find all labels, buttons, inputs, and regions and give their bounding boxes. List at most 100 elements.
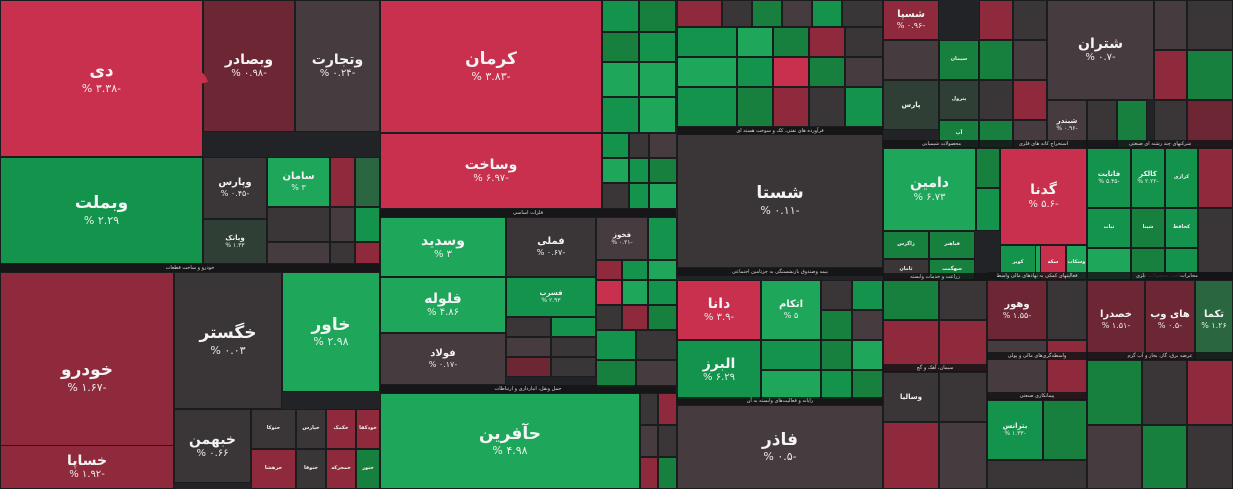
stock-tile-unlabeled[interactable] xyxy=(658,393,677,425)
stock-tile-unlabeled[interactable] xyxy=(355,157,380,207)
stock-tile-unlabeled[interactable] xyxy=(809,27,845,57)
stock-tile-unlabeled[interactable] xyxy=(1013,40,1047,80)
stock-tile-unlabeled[interactable] xyxy=(596,330,636,360)
stock-tile[interactable]: فملی -۰.۶۷ % xyxy=(506,217,596,277)
stock-tile[interactable]: فخوز -۰.۲۱ % xyxy=(596,217,648,260)
stock-tile-unlabeled[interactable] xyxy=(551,317,596,337)
stock-tile-unlabeled[interactable] xyxy=(939,280,987,320)
stock-tile-unlabeled[interactable] xyxy=(629,133,649,158)
stock-tile[interactable]: سیمان xyxy=(939,40,979,80)
stock-tile[interactable]: کرازی xyxy=(1165,148,1198,208)
stock-tile-unlabeled[interactable] xyxy=(602,62,639,97)
stock-tile-unlabeled[interactable] xyxy=(852,310,883,340)
stock-tile[interactable]: فاتایت -۵.۴۵ % xyxy=(1087,148,1131,208)
stock-tile-unlabeled[interactable] xyxy=(636,330,677,360)
stock-tile-unlabeled[interactable] xyxy=(602,133,629,158)
stock-tile[interactable]: خبهمن ۰.۶۶ % xyxy=(174,409,251,483)
stock-tile-unlabeled[interactable] xyxy=(677,0,722,27)
stock-tile[interactable]: ثبات xyxy=(1087,208,1131,248)
stock-tile-unlabeled[interactable] xyxy=(1087,360,1142,425)
stock-tile-unlabeled[interactable] xyxy=(773,87,809,127)
stock-tile-unlabeled[interactable] xyxy=(355,207,380,242)
stock-tile[interactable]: وبانک ۱.۳۳ % xyxy=(203,219,267,264)
stock-tile-unlabeled[interactable] xyxy=(761,340,821,370)
stock-tile-unlabeled[interactable] xyxy=(677,27,737,57)
stock-tile-unlabeled[interactable] xyxy=(649,158,677,183)
stock-tile-unlabeled[interactable] xyxy=(1013,80,1047,120)
stock-tile-unlabeled[interactable] xyxy=(602,32,639,62)
stock-tile-unlabeled[interactable] xyxy=(677,57,737,87)
stock-tile[interactable]: کرمان -۳.۸۳ % xyxy=(380,0,602,133)
stock-tile-unlabeled[interactable] xyxy=(939,372,987,422)
stock-tile-unlabeled[interactable] xyxy=(821,310,852,340)
stock-tile-unlabeled[interactable] xyxy=(622,280,648,305)
stock-tile[interactable]: فلوله ۴.۸۶ % xyxy=(380,277,506,333)
stock-tile[interactable]: خگستر ۰.۰۳ % xyxy=(174,272,282,409)
stock-tile-unlabeled[interactable] xyxy=(845,57,883,87)
stock-tile-unlabeled[interactable] xyxy=(979,80,1013,120)
stock-tile[interactable]: خساپا -۱.۹۲ % xyxy=(0,445,174,489)
stock-tile[interactable]: ختور xyxy=(356,449,380,489)
stock-tile-unlabeled[interactable] xyxy=(551,337,596,357)
stock-tile-unlabeled[interactable] xyxy=(629,183,649,209)
stock-tile-unlabeled[interactable] xyxy=(761,370,821,400)
stock-tile-unlabeled[interactable] xyxy=(812,0,842,27)
stock-tile-unlabeled[interactable] xyxy=(551,357,596,377)
stock-tile[interactable]: شسپا -۰.۹۶ % xyxy=(883,0,939,40)
stock-tile-unlabeled[interactable] xyxy=(639,32,676,62)
stock-tile[interactable]: گدنا -۵.۶ % xyxy=(1000,148,1087,245)
stock-tile-unlabeled[interactable] xyxy=(1047,280,1087,340)
stock-tile[interactable]: تکما ۱.۲۶ % xyxy=(1195,280,1233,360)
stock-tile[interactable]: های وب -۰.۵ % xyxy=(1145,280,1195,360)
stock-tile-unlabeled[interactable] xyxy=(596,280,622,305)
stock-tile-unlabeled[interactable] xyxy=(506,357,551,377)
stock-tile[interactable]: ختوقا xyxy=(296,449,326,489)
stock-tile[interactable]: حآفرین ۴.۹۸ % xyxy=(380,393,640,489)
stock-tile-unlabeled[interactable] xyxy=(883,320,939,372)
stock-tile[interactable]: کحافظ xyxy=(1165,208,1198,248)
stock-tile-unlabeled[interactable] xyxy=(1187,360,1233,425)
stock-tile-unlabeled[interactable] xyxy=(640,457,658,489)
stock-tile-unlabeled[interactable] xyxy=(602,97,639,133)
stock-tile-unlabeled[interactable] xyxy=(629,158,649,183)
stock-tile[interactable]: دانا -۳.۹ % xyxy=(677,280,761,340)
stock-tile-unlabeled[interactable] xyxy=(330,157,355,207)
stock-tile[interactable]: سامان ۳ % xyxy=(267,157,330,207)
stock-tile[interactable]: وتجارت -۰.۲۴ % xyxy=(295,0,380,132)
stock-tile-unlabeled[interactable] xyxy=(330,207,355,242)
stock-tile[interactable]: فاذر -۰.۵ % xyxy=(677,405,883,489)
stock-tile-unlabeled[interactable] xyxy=(506,337,551,357)
stock-tile[interactable]: خودکفا xyxy=(356,409,380,449)
stock-tile-unlabeled[interactable] xyxy=(976,188,1000,231)
stock-tile-unlabeled[interactable] xyxy=(939,320,987,372)
stock-tile[interactable]: وهور -۱.۵۵ % xyxy=(987,280,1047,340)
stock-tile[interactable]: شتران -۰.۷ % xyxy=(1047,0,1154,100)
stock-tile-unlabeled[interactable] xyxy=(1142,425,1187,489)
stock-tile-unlabeled[interactable] xyxy=(622,260,648,280)
stock-tile[interactable]: خصدرا -۱.۵۱ % xyxy=(1087,280,1145,360)
stock-tile-unlabeled[interactable] xyxy=(722,0,752,27)
stock-tile-unlabeled[interactable] xyxy=(979,40,1013,80)
stock-tile-unlabeled[interactable] xyxy=(979,0,1013,40)
stock-tile-unlabeled[interactable] xyxy=(596,305,622,330)
stock-tile-unlabeled[interactable] xyxy=(648,260,677,280)
stock-tile[interactable]: البرز ۶.۲۹ % xyxy=(677,340,761,400)
stock-tile-unlabeled[interactable] xyxy=(1187,50,1233,100)
stock-tile-unlabeled[interactable] xyxy=(1187,425,1233,489)
stock-tile-unlabeled[interactable] xyxy=(648,305,677,330)
stock-tile[interactable]: وساخت -۶.۹۷ % xyxy=(380,133,602,209)
stock-tile-unlabeled[interactable] xyxy=(355,242,380,264)
stock-tile-unlabeled[interactable] xyxy=(602,183,629,209)
stock-tile[interactable]: وسکاب xyxy=(1066,245,1087,280)
stock-tile-unlabeled[interactable] xyxy=(639,0,676,32)
stock-tile-unlabeled[interactable] xyxy=(845,27,883,57)
stock-tile-unlabeled[interactable] xyxy=(883,422,939,489)
stock-tile-unlabeled[interactable] xyxy=(976,148,1000,188)
stock-tile-unlabeled[interactable] xyxy=(640,393,658,425)
stock-tile-unlabeled[interactable] xyxy=(649,133,677,158)
stock-tile-unlabeled[interactable] xyxy=(1087,425,1142,489)
stock-tile-unlabeled[interactable] xyxy=(648,280,677,305)
stock-tile-unlabeled[interactable] xyxy=(821,340,852,370)
stock-tile[interactable]: پترول xyxy=(939,80,979,120)
stock-tile-unlabeled[interactable] xyxy=(330,242,355,264)
